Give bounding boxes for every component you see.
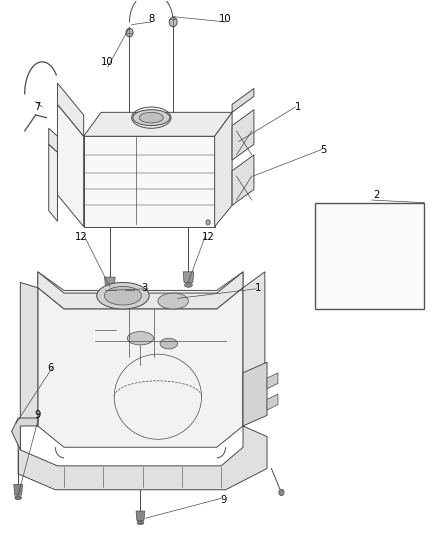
Polygon shape [84, 112, 232, 136]
Text: 12: 12 [202, 232, 215, 243]
Ellipse shape [127, 332, 153, 345]
Text: 7: 7 [35, 102, 41, 112]
Polygon shape [349, 244, 371, 256]
Text: 5: 5 [321, 144, 327, 155]
Polygon shape [354, 255, 366, 278]
Ellipse shape [356, 278, 365, 285]
Ellipse shape [139, 112, 163, 123]
Polygon shape [267, 373, 278, 389]
Ellipse shape [15, 496, 21, 499]
Polygon shape [136, 511, 145, 521]
Polygon shape [14, 484, 22, 495]
Polygon shape [38, 272, 243, 309]
Polygon shape [232, 88, 254, 112]
Polygon shape [38, 272, 243, 309]
Polygon shape [49, 128, 57, 152]
Text: 3: 3 [141, 283, 148, 293]
Ellipse shape [206, 220, 210, 225]
Text: 2: 2 [373, 190, 379, 200]
Polygon shape [38, 288, 243, 447]
Polygon shape [20, 282, 38, 426]
Polygon shape [49, 144, 57, 221]
Polygon shape [243, 362, 267, 426]
Ellipse shape [184, 283, 192, 287]
Text: 1: 1 [294, 102, 301, 112]
Ellipse shape [104, 286, 141, 305]
Ellipse shape [169, 17, 177, 27]
Polygon shape [105, 277, 115, 288]
Polygon shape [243, 272, 265, 426]
Ellipse shape [137, 521, 144, 524]
Text: 8: 8 [148, 14, 155, 25]
Polygon shape [57, 83, 84, 136]
Polygon shape [348, 219, 372, 246]
Polygon shape [356, 281, 365, 287]
Text: 9: 9 [220, 495, 226, 505]
Polygon shape [183, 272, 194, 282]
Text: 10: 10 [219, 14, 232, 25]
Text: 6: 6 [48, 362, 54, 373]
Polygon shape [215, 112, 232, 227]
Polygon shape [84, 136, 215, 227]
Polygon shape [267, 394, 278, 410]
Polygon shape [232, 155, 254, 205]
Text: 10: 10 [101, 57, 114, 67]
Text: 12: 12 [75, 232, 88, 243]
Ellipse shape [97, 282, 149, 309]
Polygon shape [12, 418, 38, 450]
Ellipse shape [158, 293, 188, 309]
Text: 9: 9 [35, 410, 41, 421]
Polygon shape [18, 426, 267, 490]
Polygon shape [365, 211, 378, 224]
Ellipse shape [133, 110, 170, 126]
Polygon shape [57, 104, 84, 227]
Text: 1: 1 [255, 283, 261, 293]
Ellipse shape [160, 338, 177, 349]
Ellipse shape [279, 489, 284, 496]
Polygon shape [232, 110, 254, 160]
Ellipse shape [106, 288, 114, 293]
Ellipse shape [126, 28, 133, 37]
Bar [315, 203, 424, 309]
